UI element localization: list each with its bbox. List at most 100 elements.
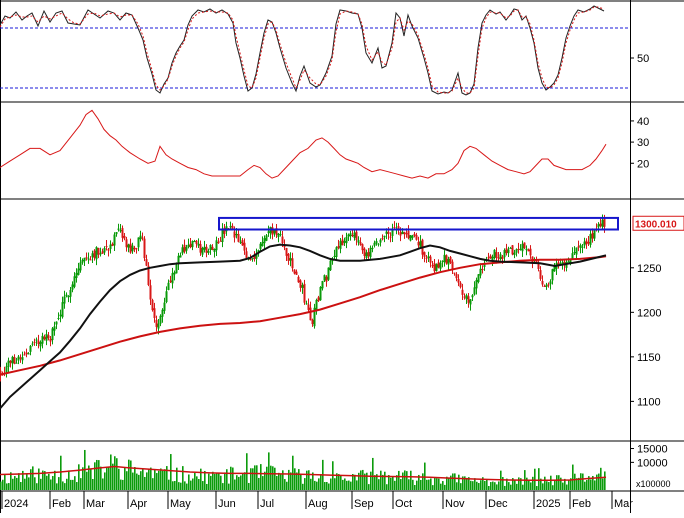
candle-body [447, 258, 450, 265]
volume-bar [502, 477, 504, 490]
candle-body [597, 224, 600, 228]
volume-bar [474, 478, 476, 490]
candle-body [191, 241, 194, 248]
volume-bar [278, 472, 280, 490]
volume-bar [504, 485, 506, 490]
candle-body [549, 281, 552, 285]
volume-bar [110, 454, 112, 490]
volume-bar [518, 477, 520, 490]
candle-body [431, 265, 434, 267]
volume-bar [300, 474, 302, 490]
volume-bar [528, 480, 530, 490]
volume-bar [510, 484, 512, 490]
volume-bar [456, 482, 458, 490]
candle-body [407, 231, 410, 239]
candle-body [291, 258, 294, 269]
volume-bar [514, 480, 516, 490]
candle-body [281, 236, 284, 244]
volume-bar [508, 482, 510, 490]
candle-body [175, 264, 178, 274]
candle-body [413, 233, 416, 236]
candle-body [33, 341, 36, 343]
candle-body [433, 263, 436, 272]
candle-body [251, 258, 254, 260]
candle-body [523, 242, 526, 249]
volume-bar [468, 477, 470, 490]
volume-bar [558, 475, 560, 490]
chart-labels: 50 20 30 40 1100 1150 1200 1250 1300.010 10000150… [1, 53, 684, 510]
volume-bar [400, 479, 402, 490]
volume-bar [574, 473, 576, 490]
volume-bar [132, 472, 134, 490]
candle-body [65, 294, 68, 297]
volume-bar [106, 466, 108, 490]
candle-body [57, 317, 60, 319]
candle-body [537, 262, 540, 269]
volume-bar [450, 475, 452, 490]
volume-bar [512, 478, 514, 490]
volume-bar [202, 481, 204, 490]
volume-bar [154, 469, 156, 490]
volume-bar [590, 479, 592, 490]
volume-bar [148, 469, 150, 490]
candle-body [299, 280, 302, 288]
volume-bar [434, 477, 436, 490]
volume-bar [308, 470, 310, 490]
volume-bar [134, 467, 136, 490]
volume-bar [28, 477, 30, 490]
volume-bar [214, 473, 216, 490]
volume-bar [198, 479, 200, 490]
volume-bar [104, 472, 106, 490]
volume-bar [286, 481, 288, 490]
volume-bar [310, 478, 312, 490]
candle-body [105, 246, 108, 248]
volume-bar [438, 478, 440, 490]
candle-body [239, 241, 242, 243]
candle-body [451, 261, 454, 270]
volume-bar [94, 462, 96, 490]
candle-body [349, 233, 352, 237]
volume-bar [98, 460, 100, 490]
volume-bar [70, 479, 72, 490]
candle-body [393, 226, 396, 228]
volume-bar [46, 475, 48, 490]
volume-bar [182, 466, 184, 490]
volume-bar [600, 467, 602, 490]
x-tick-label-7: Aug [308, 498, 328, 510]
y-tick-label-adx-40: 40 [637, 116, 649, 128]
candle-body [341, 239, 344, 246]
volume-bar [200, 468, 202, 490]
candle-body [39, 342, 42, 347]
candle-body [559, 263, 562, 265]
candle-body [83, 257, 86, 262]
candle-body [59, 314, 62, 317]
volume-bar [478, 483, 480, 490]
volume-bar [140, 471, 142, 490]
volume-bar [298, 469, 300, 490]
volume-bar [408, 479, 410, 490]
candle-body [173, 272, 176, 275]
volume-bar [262, 476, 264, 490]
candle-body [87, 258, 90, 260]
y-tick-label-price-1100: 1100 [637, 396, 661, 408]
volume-bar [536, 486, 538, 490]
volume-bar [0, 481, 2, 490]
candle-body [371, 247, 374, 249]
volume-bar [226, 469, 228, 490]
candle-body [127, 244, 130, 248]
volume-bar [40, 478, 42, 490]
volume-bar [36, 483, 38, 490]
volume-bar [282, 470, 284, 490]
candle-body [289, 258, 292, 261]
candle-body [31, 343, 34, 345]
volume-bar [358, 472, 360, 490]
volume-bar [250, 468, 252, 490]
volume-bar [290, 472, 292, 490]
candle-body [149, 285, 152, 300]
candle-body [157, 323, 160, 329]
volume-bar [76, 482, 78, 490]
candle-body [571, 253, 574, 260]
y-tick-label-adx-20: 20 [637, 158, 649, 170]
volume-bar [534, 468, 536, 490]
candle-body [217, 241, 220, 244]
